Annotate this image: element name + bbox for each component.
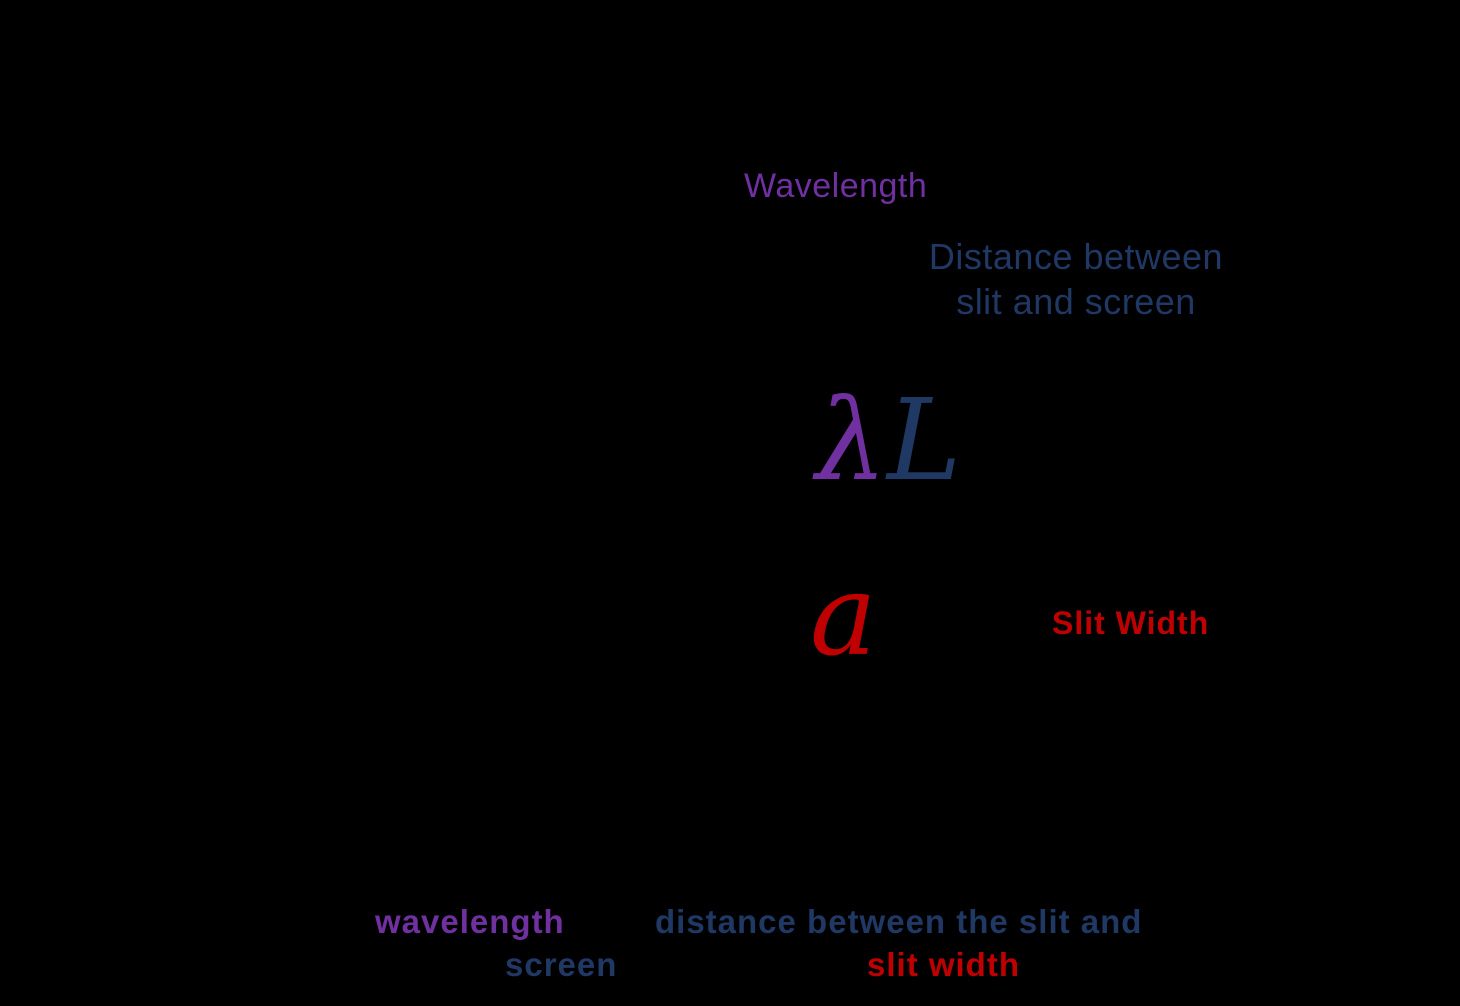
- distance-callout-line1: Distance between: [928, 236, 1224, 277]
- L-symbol: L: [886, 376, 962, 506]
- wavelength-callout-label: Wavelength: [744, 167, 928, 205]
- formula-denominator: a: [810, 560, 877, 672]
- caption-wavelength: wavelength: [375, 903, 565, 940]
- slit-width-callout-label: Slit Width: [1052, 605, 1210, 641]
- caption-screen: screen: [505, 946, 618, 983]
- a-symbol: a: [810, 551, 877, 681]
- formula-numerator: λL: [816, 385, 961, 497]
- distance-callout-line2: slit and screen: [956, 281, 1196, 322]
- caption-slit-width: slit width: [867, 946, 1020, 983]
- lambda-symbol: λ: [816, 376, 887, 506]
- distance-callout-label: Distance between slit and screen: [926, 234, 1226, 324]
- caption-distance-between: distance between the slit and: [655, 903, 1143, 940]
